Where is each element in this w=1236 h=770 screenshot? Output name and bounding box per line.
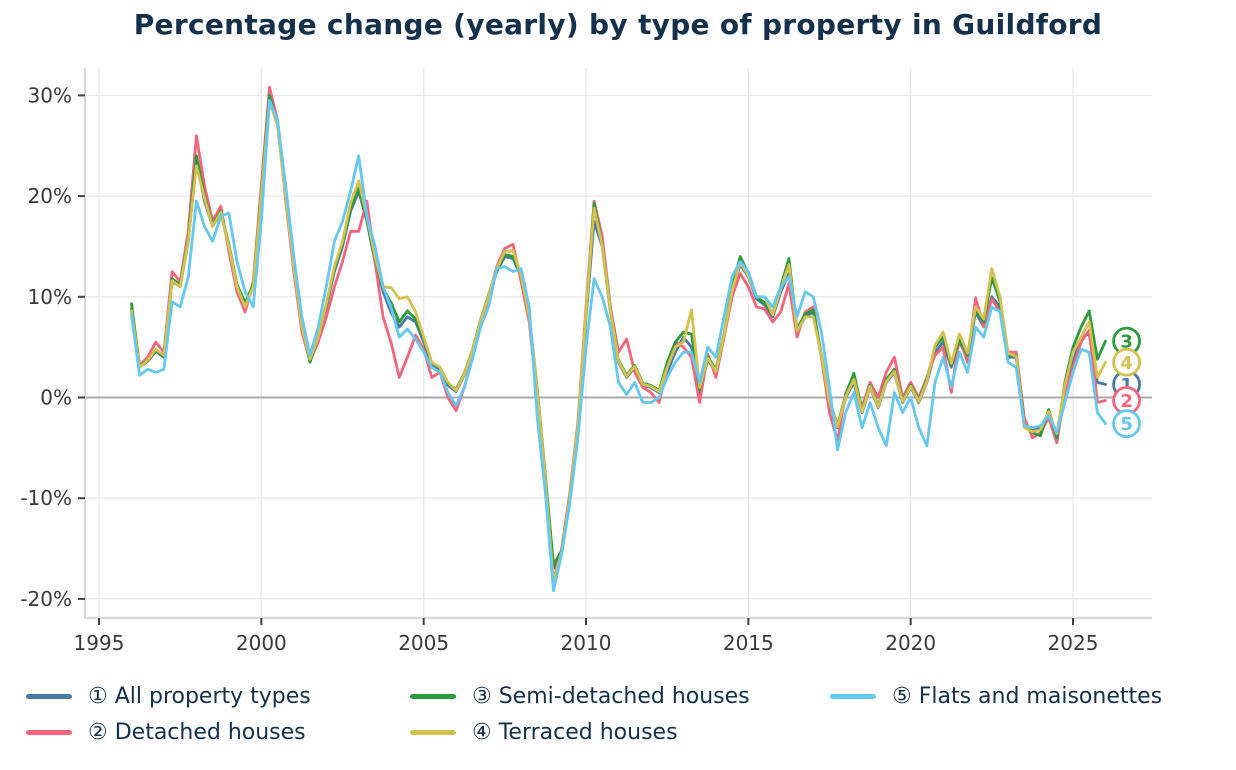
legend-item-all-property-types: ① All property types — [26, 680, 311, 712]
end-marker-digit-detached-houses: 2 — [1120, 391, 1133, 412]
legend-label-flats-and-maisonettes: ⑤ Flats and maisonettes — [892, 683, 1163, 709]
end-marker-digit-flats-and-maisonettes: 5 — [1120, 414, 1133, 435]
legend-label-all-property-types: ① All property types — [88, 683, 311, 709]
legend-item-terraced-houses: ④ Terraced houses — [410, 716, 678, 748]
x-tick-label: 1995 — [74, 631, 125, 655]
plot-area: 30% 20% 10% 0% -10% -20%1995 2000 2005 2010 2015 2… — [20, 68, 1152, 655]
series-line-flats-and-maisonettes — [130, 99, 1107, 593]
x-tick-label: 2010 — [561, 631, 612, 655]
legend-label-terraced-houses: ④ Terraced houses — [472, 719, 678, 745]
x-tick-label: 2005 — [398, 631, 449, 655]
legend-swatch-semi-detached-houses — [410, 693, 456, 699]
legend-swatch-flats-and-maisonettes — [830, 693, 876, 699]
end-marker-digit-semi-detached-houses: 3 — [1120, 332, 1133, 353]
y-tick-label: 30% — [28, 83, 72, 107]
end-marker-digit-terraced-houses: 4 — [1120, 353, 1133, 374]
y-tick-label: 10% — [28, 285, 72, 309]
end-marker-circle-terraced-houses — [1112, 347, 1141, 377]
legend-swatch-terraced-houses — [410, 729, 456, 735]
legend-label-detached-houses: ② Detached houses — [88, 719, 306, 745]
x-tick-label: 2015 — [723, 631, 774, 655]
chart-title: Percentage change (yearly) by type of pr… — [133, 8, 1103, 41]
y-tick-label: 0% — [40, 386, 72, 410]
y-tick-label: -20% — [20, 587, 72, 611]
legend-item-detached-houses: ② Detached houses — [26, 716, 306, 748]
end-marker-5: 5 — [1112, 409, 1141, 439]
x-tick-label: 2020 — [885, 631, 936, 655]
end-marker-4: 4 — [1112, 347, 1141, 377]
legend-label-semi-detached-houses: ③ Semi-detached houses — [472, 683, 750, 709]
legend-swatch-all-property-types — [26, 693, 72, 699]
legend-swatch-detached-houses — [26, 729, 72, 735]
series-line-semi-detached-houses — [130, 94, 1107, 567]
x-tick-label: 2025 — [1048, 631, 1099, 655]
y-tick-label: -10% — [20, 486, 72, 510]
legend-item-flats-and-maisonettes: ⑤ Flats and maisonettes — [830, 680, 1162, 712]
end-marker-2: 2 — [1112, 386, 1141, 415]
end-marker-circle-flats-and-maisonettes — [1112, 409, 1141, 439]
end-marker-3: 3 — [1112, 326, 1141, 356]
x-tick-label: 2000 — [236, 631, 287, 655]
y-tick-label: 20% — [28, 184, 72, 208]
legend: ① All property types ② Detached houses ③ S… — [0, 680, 1236, 760]
legend-item-semi-detached-houses: ③ Semi-detached houses — [410, 680, 750, 712]
